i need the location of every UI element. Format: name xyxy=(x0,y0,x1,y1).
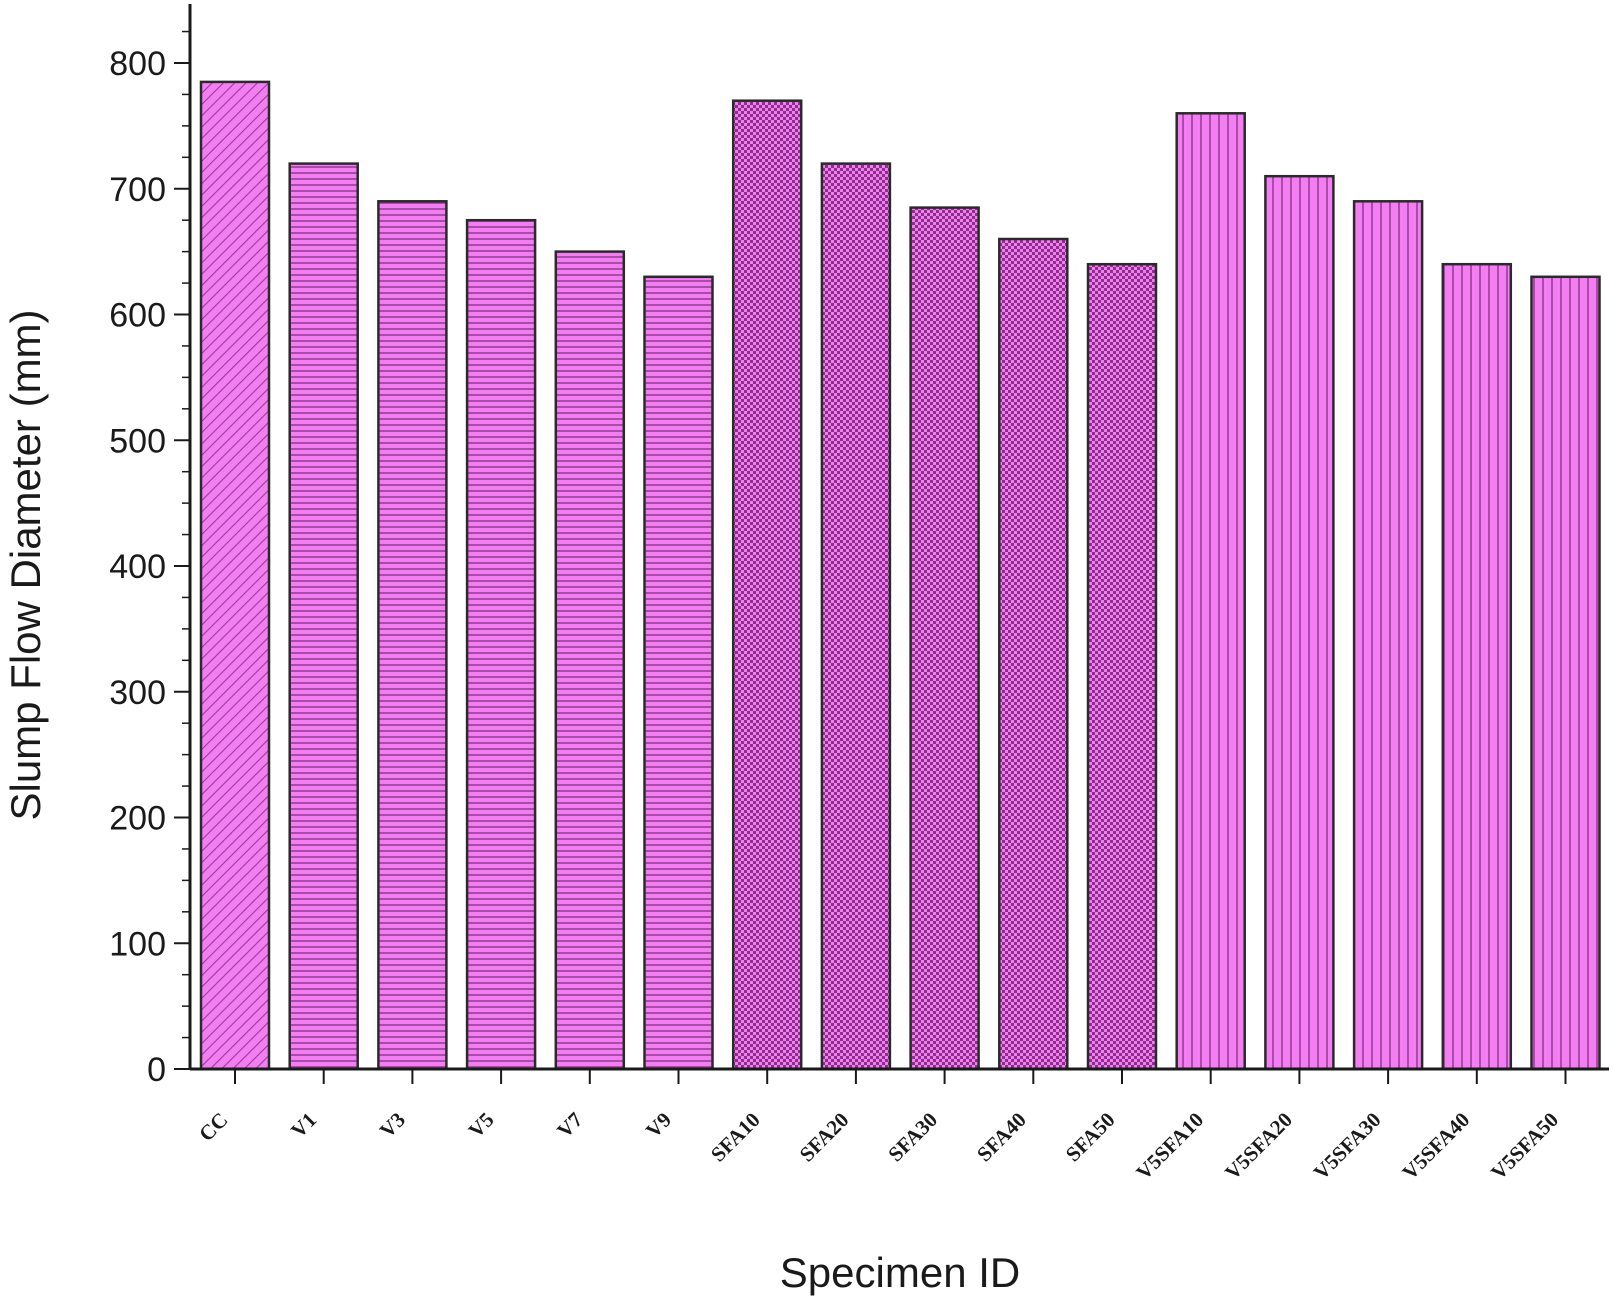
bar-v9 xyxy=(643,275,714,1071)
y-tick-labels: 0 100 200 300 400 500 600 700 800 xyxy=(109,45,166,1089)
x-axis-title: Specimen ID xyxy=(780,1249,1020,1296)
x-tick-label-v5sfa30: V5SFA30 xyxy=(1309,1108,1386,1185)
y-tick-label-400: 400 xyxy=(109,548,166,586)
x-tick-label-v5sfa10: V5SFA10 xyxy=(1131,1108,1208,1185)
x-tick-label-v5sfa50: V5SFA50 xyxy=(1486,1108,1563,1185)
y-tick-label-700: 700 xyxy=(109,171,166,209)
x-tick-label-sfa50: SFA50 xyxy=(1061,1108,1120,1167)
bar-v5sfa20 xyxy=(1264,174,1335,1071)
bar-sfa10 xyxy=(731,99,803,1071)
bar-sfa40 xyxy=(998,237,1069,1071)
bar-cc xyxy=(199,80,271,1071)
x-tick-label-sfa30: SFA30 xyxy=(883,1108,942,1167)
x-tick-label-v5sfa40: V5SFA40 xyxy=(1397,1108,1474,1185)
x-tick-label-v1: V1 xyxy=(286,1108,321,1143)
x-tick-label-v9: V9 xyxy=(641,1108,676,1143)
y-tick-label-600: 600 xyxy=(109,297,166,335)
bar-v5 xyxy=(465,218,537,1071)
y-tick-label-0: 0 xyxy=(147,1051,166,1089)
y-tick-label-500: 500 xyxy=(109,422,166,460)
bar-v5sfa30 xyxy=(1352,200,1424,1071)
y-tick-label-200: 200 xyxy=(109,800,166,838)
bar-v5sfa50 xyxy=(1530,275,1601,1071)
y-tick-label-100: 100 xyxy=(109,925,166,963)
y-tick-label-800: 800 xyxy=(109,45,166,83)
bar-sfa50 xyxy=(1086,262,1158,1071)
bar-sfa20 xyxy=(820,162,892,1071)
x-tick-label-cc: CC xyxy=(194,1108,232,1146)
bar-v5sfa40 xyxy=(1441,262,1513,1071)
x-tick-label-sfa20: SFA20 xyxy=(795,1108,854,1167)
y-tick-label-300: 300 xyxy=(109,674,166,712)
x-tick-label-v7: V7 xyxy=(552,1108,587,1143)
y-axis-title: Slump Flow Diameter (mm) xyxy=(2,309,49,820)
x-tick-label-v5sfa20: V5SFA20 xyxy=(1220,1108,1297,1185)
bar-v3 xyxy=(377,200,448,1071)
axes xyxy=(174,4,1609,1084)
x-tick-labels: CC V1 V3 V5 V7 V9 SFA10 SFA20 SFA30 SFA40 SFA50 V5S… xyxy=(194,1108,1563,1185)
bar-v1 xyxy=(288,162,359,1071)
bar-v7 xyxy=(554,250,626,1071)
bar-v5sfa10 xyxy=(1175,112,1246,1071)
x-tick-label-v3: V3 xyxy=(375,1108,410,1143)
bars-layer xyxy=(199,80,1601,1071)
x-tick-label-sfa10: SFA10 xyxy=(706,1108,765,1167)
x-tick-label-sfa40: SFA40 xyxy=(972,1108,1031,1167)
x-tick-label-v5: V5 xyxy=(464,1108,499,1143)
bar-sfa30 xyxy=(909,206,980,1071)
